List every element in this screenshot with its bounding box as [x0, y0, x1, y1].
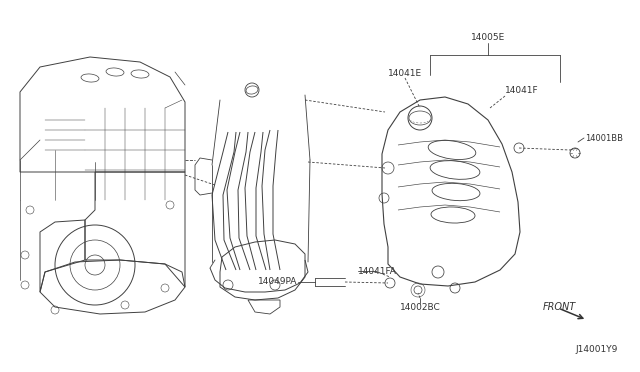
- Text: FRONT: FRONT: [543, 302, 576, 312]
- Text: 14002BC: 14002BC: [399, 304, 440, 312]
- Text: 14041F: 14041F: [505, 86, 539, 94]
- Text: 14049PA: 14049PA: [258, 278, 297, 286]
- Text: 14005E: 14005E: [471, 32, 505, 42]
- Text: J14001Y9: J14001Y9: [576, 346, 618, 355]
- Text: 14041E: 14041E: [388, 68, 422, 77]
- Text: 14001BB: 14001BB: [585, 134, 623, 142]
- Text: 14041FA: 14041FA: [358, 266, 397, 276]
